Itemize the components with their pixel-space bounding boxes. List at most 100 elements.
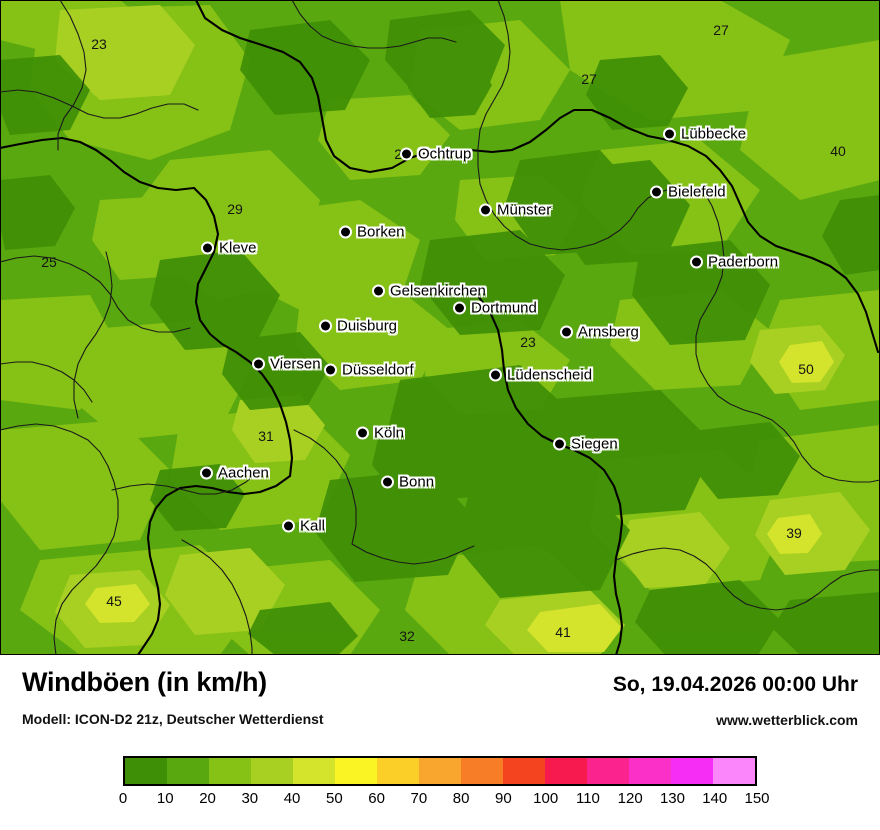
map-raster bbox=[0, 0, 880, 655]
color-scale-tick-label: 80 bbox=[452, 790, 470, 807]
wind-value-label: 23 bbox=[91, 36, 107, 52]
city-dot-icon bbox=[652, 187, 661, 197]
wind-value-label: 29 bbox=[227, 201, 243, 217]
city-dot-icon bbox=[203, 243, 212, 253]
city-marker[interactable]: Bonn bbox=[383, 474, 434, 491]
color-scale-tick-label: 140 bbox=[702, 790, 728, 807]
color-scale-segment bbox=[167, 758, 209, 784]
city-label: Aachen bbox=[218, 464, 269, 482]
color-scale-segment bbox=[251, 758, 293, 784]
map-footer: Windböen (in km/h) Modell: ICON-D2 21z, … bbox=[0, 655, 880, 830]
city-dot-icon bbox=[374, 286, 383, 296]
city-marker[interactable]: Bielefeld bbox=[652, 184, 726, 201]
wind-value-label: 27 bbox=[581, 71, 597, 87]
city-marker[interactable]: Paderborn bbox=[692, 254, 778, 271]
city-marker[interactable]: Dortmund bbox=[455, 300, 537, 317]
color-scale-segment bbox=[209, 758, 251, 784]
city-label: Kall bbox=[300, 517, 326, 535]
color-scale-segment bbox=[377, 758, 419, 784]
city-dot-icon bbox=[202, 468, 211, 478]
color-scale-tick-label: 100 bbox=[533, 790, 559, 807]
wind-value-label: 23 bbox=[520, 334, 536, 350]
wind-speed-field bbox=[0, 0, 880, 655]
city-label: Gelsenkirchen bbox=[390, 282, 486, 300]
color-scale-segment bbox=[419, 758, 461, 784]
color-scale-segment bbox=[125, 758, 167, 784]
city-marker[interactable]: Aachen bbox=[202, 465, 269, 482]
city-dot-icon bbox=[665, 129, 674, 139]
city-dot-icon bbox=[491, 370, 500, 380]
city-dot-icon bbox=[455, 303, 464, 313]
color-scale-tick-label: 130 bbox=[659, 790, 685, 807]
city-dot-icon bbox=[284, 521, 293, 531]
city-label: Düsseldorf bbox=[342, 361, 414, 379]
wind-value-label: 32 bbox=[399, 628, 415, 644]
city-marker[interactable]: Köln bbox=[358, 425, 404, 442]
color-scale-tick-label: 20 bbox=[199, 790, 216, 807]
wind-value-label: 39 bbox=[786, 525, 802, 541]
model-subtitle: Modell: ICON-D2 21z, Deutscher Wetterdie… bbox=[22, 711, 324, 727]
city-dot-icon bbox=[692, 257, 701, 267]
county-borders bbox=[0, 0, 880, 655]
color-scale-segment bbox=[335, 758, 377, 784]
city-marker[interactable]: Borken bbox=[341, 224, 405, 241]
wind-value-label: 45 bbox=[106, 593, 122, 609]
color-scale-tick-label: 60 bbox=[368, 790, 385, 807]
wind-value-label: 27 bbox=[713, 22, 729, 38]
city-marker[interactable]: Münster bbox=[481, 202, 551, 219]
color-scale-tick-label: 40 bbox=[283, 790, 301, 807]
city-label: Duisburg bbox=[337, 317, 398, 335]
city-marker[interactable]: Kleve bbox=[203, 240, 257, 257]
city-dot-icon bbox=[562, 327, 571, 337]
color-scale-tick-label: 120 bbox=[617, 790, 643, 807]
color-scale-tick-label: 90 bbox=[495, 790, 512, 807]
city-dot-icon bbox=[326, 365, 335, 375]
city-marker[interactable]: Arnsberg bbox=[562, 324, 639, 341]
city-label: Köln bbox=[374, 424, 405, 442]
color-scale-tick-label: 30 bbox=[241, 790, 259, 807]
wind-value-label: 31 bbox=[258, 428, 274, 444]
city-label: Bonn bbox=[399, 473, 435, 491]
city-label: Münster bbox=[497, 201, 552, 219]
color-scale-segment bbox=[293, 758, 335, 784]
color-scale-tick-label: 50 bbox=[325, 790, 343, 807]
page-title: Windböen (in km/h) bbox=[22, 667, 267, 697]
city-dot-icon bbox=[555, 439, 564, 449]
city-label: Dortmund bbox=[471, 299, 537, 317]
city-marker[interactable]: Ochtrup bbox=[402, 146, 471, 163]
city-label: Bielefeld bbox=[668, 183, 726, 201]
city-marker[interactable]: Duisburg bbox=[321, 318, 397, 335]
color-scale-bar bbox=[123, 756, 757, 786]
city-label: Kleve bbox=[219, 239, 257, 257]
city-marker[interactable]: Gelsenkirchen bbox=[374, 283, 486, 300]
wind-value-label: 25 bbox=[41, 254, 57, 270]
city-marker[interactable]: Lübbecke bbox=[665, 126, 746, 143]
wind-value-label: 50 bbox=[798, 361, 814, 377]
city-label: Siegen bbox=[571, 435, 618, 453]
city-label: Arnsberg bbox=[578, 323, 639, 341]
state-borders bbox=[0, 0, 880, 655]
color-scale-segment bbox=[713, 758, 755, 784]
wind-gust-map[interactable]: 2327272740292523503139453241 OchtrupLübb… bbox=[0, 0, 880, 655]
city-dot-icon bbox=[321, 321, 330, 331]
city-marker[interactable]: Düsseldorf bbox=[326, 362, 414, 379]
wind-value-label: 40 bbox=[830, 143, 846, 159]
city-dot-icon bbox=[358, 428, 367, 438]
color-scale-segment bbox=[545, 758, 587, 784]
site-url: www.wetterblick.com bbox=[716, 712, 858, 728]
color-scale: 0 10 20 30 40 50 60 70 80 90 100 110 120 130 140 150 bbox=[119, 756, 770, 814]
city-marker[interactable]: Siegen bbox=[555, 436, 618, 453]
color-scale-segment bbox=[671, 758, 713, 784]
color-scale-segment bbox=[503, 758, 545, 784]
city-dot-icon bbox=[341, 227, 350, 237]
city-marker[interactable]: Lüdenscheid bbox=[491, 367, 592, 384]
color-scale-tick-label: 150 bbox=[744, 790, 770, 807]
color-scale-tick-label: 110 bbox=[575, 790, 600, 807]
color-scale-segment bbox=[461, 758, 503, 784]
city-dot-icon bbox=[254, 359, 263, 369]
city-label: Ochtrup bbox=[418, 145, 472, 163]
city-marker[interactable]: Viersen bbox=[254, 356, 321, 373]
city-marker[interactable]: Kall bbox=[284, 518, 325, 535]
color-scale-segment bbox=[587, 758, 629, 784]
